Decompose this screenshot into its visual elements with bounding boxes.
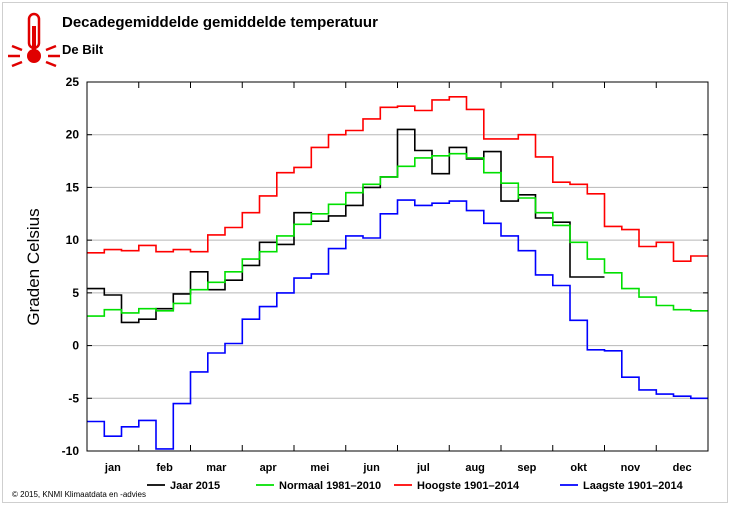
legend-label: Laagste 1901–2014: [583, 480, 684, 492]
x-tick-label: apr: [260, 462, 278, 474]
y-tick-label: -10: [62, 444, 80, 458]
x-tick-label: nov: [621, 462, 641, 474]
x-tick-label: dec: [673, 462, 692, 474]
y-tick-label: 10: [66, 233, 80, 247]
plot-border: [86, 81, 709, 452]
x-tick-label: aug: [465, 462, 485, 474]
x-tick-label: mar: [206, 462, 227, 474]
x-tick-label: feb: [156, 462, 173, 474]
series-line-4: [87, 199, 708, 450]
y-tick-label: 20: [66, 128, 80, 142]
chart-subtitle: De Bilt: [62, 42, 104, 57]
x-tick-label: jun: [362, 462, 380, 474]
legend-label: Jaar 2015: [170, 480, 220, 492]
y-tick-label: -5: [68, 391, 79, 405]
y-tick-label: 5: [72, 286, 79, 300]
x-tick-label: jan: [104, 462, 121, 474]
y-tick-label: 25: [66, 75, 80, 89]
series-line-1: [87, 128, 605, 324]
legend-label: Normaal 1981–2010: [279, 480, 381, 492]
x-tick-label: okt: [570, 462, 587, 474]
series-line-3: [87, 96, 708, 262]
copyright-text: © 2015, KNMI Klimaatdata en -advies: [12, 490, 146, 499]
series-line-2: [87, 152, 708, 317]
y-tick-label: 0: [72, 339, 79, 353]
thermometer-icon: [8, 12, 60, 68]
y-tick-label: 15: [66, 180, 80, 194]
x-tick-label: sep: [517, 462, 536, 474]
legend-label: Hoogste 1901–2014: [417, 480, 520, 492]
x-tick-label: mei: [310, 462, 329, 474]
x-tick-label: jul: [416, 462, 430, 474]
chart-title: Decadegemiddelde gemiddelde temperatuur: [62, 14, 378, 31]
